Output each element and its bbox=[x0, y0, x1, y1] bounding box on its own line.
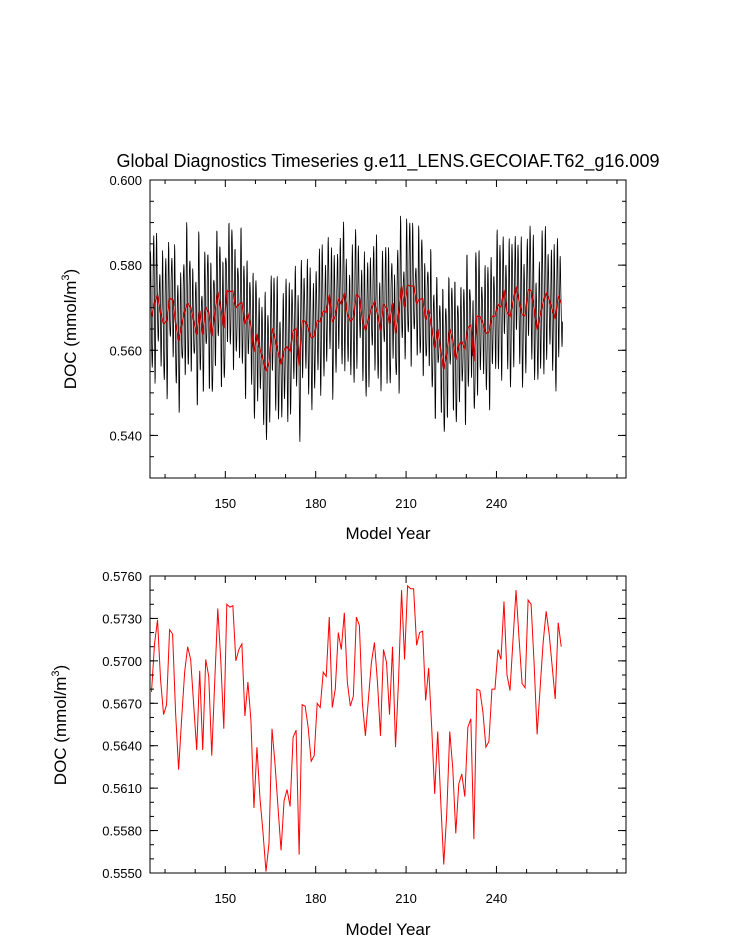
top-y-axis-label: DOC (mmol/m3) bbox=[60, 269, 80, 389]
bottom-ytick-label: 0.5700 bbox=[102, 654, 142, 669]
bottom-ytick-label: 0.5580 bbox=[102, 824, 142, 839]
bottom-axes: 150 180 210 240 0.5550 0.5580 0.5610 0.5640 0.56… bbox=[102, 569, 627, 906]
bottom-xtick-label: 240 bbox=[486, 891, 508, 906]
bottom-xtick-label: 180 bbox=[305, 891, 327, 906]
bottom-plot-area bbox=[151, 584, 562, 872]
bottom-xtick-label: 150 bbox=[214, 891, 236, 906]
top-xtick-label: 150 bbox=[214, 496, 236, 511]
top-axes: 150 180 210 240 0.540 0.560 0.580 0.600 bbox=[109, 173, 627, 511]
top-ytick-label: 0.580 bbox=[109, 258, 142, 273]
top-plot-area bbox=[149, 215, 563, 442]
bottom-ytick-label: 0.5640 bbox=[102, 739, 142, 754]
top-ytick-label: 0.540 bbox=[109, 428, 142, 443]
top-xtick-label: 210 bbox=[395, 496, 417, 511]
bottom-ytick-label: 0.5730 bbox=[102, 611, 142, 626]
top-xtick-label: 240 bbox=[486, 496, 508, 511]
bottom-y-axis-label: DOC (mmol/m3) bbox=[50, 665, 70, 785]
bottom-xtick-label: 210 bbox=[395, 891, 417, 906]
bottom-ytick-label: 0.5670 bbox=[102, 696, 142, 711]
top-monthly-series-line bbox=[149, 215, 563, 442]
top-xtick-label: 180 bbox=[305, 496, 327, 511]
top-panel: 150 180 210 240 0.540 0.560 0.580 0.600 Model Y… bbox=[60, 173, 627, 543]
bottom-panel: 150 180 210 240 0.5550 0.5580 0.5610 0.5640 0.56… bbox=[50, 569, 627, 939]
top-ytick-label: 0.600 bbox=[109, 173, 142, 188]
bottom-annual-series-line bbox=[151, 584, 562, 872]
bottom-frame bbox=[149, 575, 627, 874]
bottom-ytick-label: 0.5760 bbox=[102, 569, 142, 584]
bottom-ytick-label: 0.5610 bbox=[102, 781, 142, 796]
chart-title: Global Diagnostics Timeseries g.e11_LENS… bbox=[117, 151, 660, 172]
bottom-ytick-label: 0.5550 bbox=[102, 866, 142, 881]
top-x-axis-label: Model Year bbox=[345, 524, 430, 543]
top-annual-series-line bbox=[150, 284, 562, 374]
bottom-x-axis-label: Model Year bbox=[345, 920, 430, 939]
top-ytick-label: 0.560 bbox=[109, 343, 142, 358]
